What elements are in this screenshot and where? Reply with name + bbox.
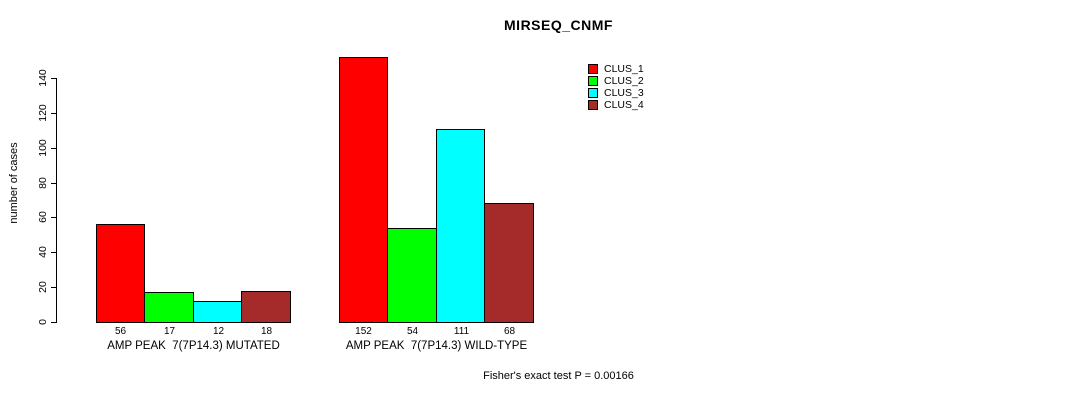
- legend: CLUS_1 CLUS_2 CLUS_3 CLUS_4: [588, 63, 644, 111]
- legend-item-label: CLUS_2: [604, 75, 644, 87]
- group-label: AMP PEAK 7(7P14.3) WILD-TYPE: [345, 340, 528, 352]
- y-tick-mark: [51, 217, 57, 218]
- bar-clus_2-group2: [387, 228, 437, 323]
- bar-value-label: 54: [406, 326, 419, 337]
- legend-item-label: CLUS_3: [604, 87, 644, 99]
- bar-clus_3-group2: [436, 129, 485, 323]
- y-tick-mark: [51, 287, 57, 288]
- y-tick-mark: [51, 252, 57, 253]
- legend-item-label: CLUS_1: [604, 63, 644, 75]
- legend-swatch-icon: [588, 100, 598, 110]
- bar-clus_2-group1: [144, 292, 194, 323]
- y-tick-label: 20: [37, 281, 49, 293]
- y-tick-mark: [51, 183, 57, 184]
- bar-value-label: 56: [114, 326, 127, 337]
- bar-value-label: 111: [453, 326, 470, 337]
- bar-value-label: 17: [163, 326, 176, 337]
- y-tick-label: 0: [37, 319, 49, 325]
- bar-clus_4-group1: [241, 291, 291, 323]
- y-tick-label: 140: [37, 69, 49, 87]
- group-label: AMP PEAK 7(7P14.3) MUTATED: [107, 340, 280, 352]
- bar-value-label: 68: [503, 326, 516, 337]
- y-tick-label: 120: [37, 104, 49, 122]
- legend-swatch-icon: [588, 76, 598, 86]
- y-axis-line: [56, 78, 57, 323]
- legend-item-clus_1: CLUS_1: [588, 63, 644, 75]
- bar-clus_4-group2: [484, 203, 534, 323]
- legend-swatch-icon: [588, 64, 598, 74]
- y-tick-label: 40: [37, 246, 49, 258]
- legend-item-clus_2: CLUS_2: [588, 75, 644, 87]
- y-tick-label: 100: [37, 139, 49, 157]
- chart-title: MIRSEQ_CNMF: [504, 17, 613, 33]
- annotation-text: Fisher's exact test P = 0.00166: [483, 370, 634, 382]
- bar-clus_1-group1: [96, 224, 145, 323]
- legend-swatch-icon: [588, 88, 598, 98]
- bar-value-label: 12: [212, 326, 225, 337]
- legend-item-label: CLUS_4: [604, 99, 644, 111]
- y-tick-mark: [51, 148, 57, 149]
- y-tick-mark: [51, 322, 57, 323]
- bar-value-label: 152: [355, 326, 372, 337]
- legend-item-clus_3: CLUS_3: [588, 87, 644, 99]
- bar-clus_3-group1: [193, 301, 242, 323]
- y-tick-label: 80: [37, 177, 49, 189]
- y-axis-label: number of cases: [8, 142, 20, 224]
- bar-clus_1-group2: [339, 57, 388, 323]
- bar-value-label: 18: [260, 326, 273, 337]
- legend-item-clus_4: CLUS_4: [588, 99, 644, 111]
- y-tick-mark: [51, 78, 57, 79]
- y-tick-label: 60: [37, 211, 49, 223]
- y-tick-mark: [51, 113, 57, 114]
